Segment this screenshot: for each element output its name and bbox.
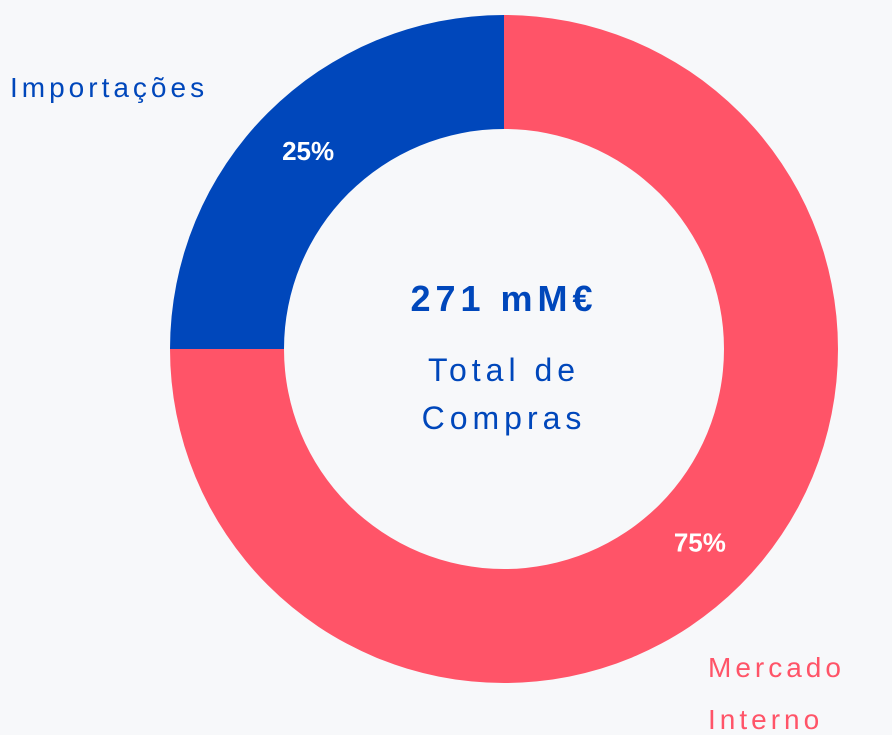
donut-segment bbox=[170, 15, 838, 683]
center-label: Total de Compras bbox=[421, 352, 587, 436]
center-value: 271 mM€ bbox=[410, 278, 598, 319]
category-label: Mercado Interno bbox=[708, 652, 845, 735]
value-label: 75% bbox=[674, 528, 726, 558]
category-label: Importações bbox=[10, 72, 209, 103]
donut-segment bbox=[170, 15, 504, 349]
value-label: 25% bbox=[282, 136, 334, 166]
